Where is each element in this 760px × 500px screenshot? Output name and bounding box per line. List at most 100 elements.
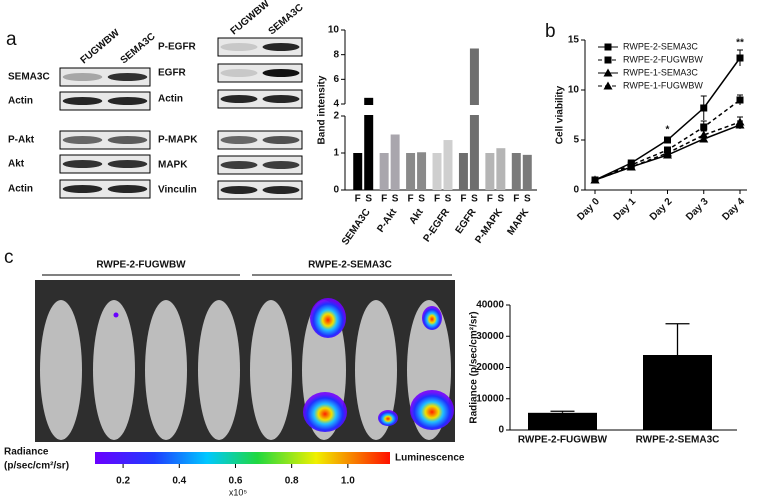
signal — [378, 410, 398, 426]
signal — [422, 306, 442, 330]
point — [604, 56, 612, 64]
annotation: ** — [736, 38, 744, 49]
blot-band — [262, 43, 300, 51]
bar — [528, 412, 597, 430]
point — [663, 148, 672, 157]
x-tick-label: Day 0 — [575, 196, 602, 223]
blot-band — [262, 136, 300, 144]
series-label: S — [498, 194, 505, 205]
signal — [113, 312, 119, 318]
blot — [59, 91, 151, 111]
blot — [59, 67, 151, 87]
legend-label: RWPE-1-FUGWBW — [623, 80, 703, 90]
point — [700, 104, 708, 112]
annotation: * — [666, 125, 670, 136]
colorbar-title: (p/sec/cm²/sr) — [4, 461, 69, 472]
blot-band — [220, 136, 258, 144]
point — [603, 81, 613, 90]
bar — [469, 48, 479, 190]
series-label: S — [524, 194, 531, 205]
blot-label: Actin — [158, 94, 183, 105]
x-tick-label: RWPE-2-SEMA3C — [636, 435, 720, 446]
colorbar-end-label: Luminescence — [395, 453, 465, 464]
series-label: F — [513, 194, 519, 205]
bar — [417, 152, 427, 190]
mouse — [198, 300, 240, 440]
signal — [303, 392, 347, 432]
y-tick-label: 6 — [333, 74, 339, 85]
x-tick-label: P-EGFR — [421, 206, 452, 244]
blot-band — [220, 95, 258, 103]
blot-band — [262, 186, 300, 194]
point — [590, 175, 600, 184]
y-tick-label: 30000 — [476, 331, 504, 342]
group-label: RWPE-2-SEMA3C — [308, 260, 392, 271]
y-tick-label: 0 — [498, 425, 504, 436]
x-tick-label: EGFR — [454, 206, 479, 236]
signal — [310, 298, 346, 338]
bar — [485, 153, 495, 190]
point — [699, 130, 709, 139]
x-tick-label: MAPK — [506, 206, 532, 237]
x-tick-label: P-MAPK — [473, 206, 505, 245]
x-tick-label: Day 3 — [684, 196, 711, 223]
blot-band — [62, 97, 103, 105]
bar — [458, 153, 468, 190]
point — [604, 43, 612, 51]
y-tick-label: 4 — [333, 99, 339, 110]
bar — [432, 153, 442, 190]
blot-band — [107, 73, 148, 81]
legend-label: RWPE-1-SEMA3C — [623, 67, 698, 77]
bar — [379, 153, 389, 190]
y-tick-label: 10 — [328, 25, 340, 36]
blot-label: P-Akt — [8, 135, 35, 146]
bar — [511, 153, 521, 190]
y-tick-label: 1 — [333, 148, 339, 159]
blot-label: SEMA3C — [8, 72, 50, 83]
y-tick-label: 20000 — [476, 362, 504, 373]
colorbar-tick-label: 0.6 — [229, 476, 243, 487]
blot-label: Actin — [8, 184, 33, 195]
point — [626, 162, 636, 171]
blot-label: MAPK — [158, 160, 188, 171]
mouse — [355, 300, 397, 440]
colorbar-tick-label: 0.4 — [172, 476, 186, 487]
y-tick-label: 0 — [573, 185, 579, 196]
bar — [406, 153, 416, 190]
blot-band — [220, 161, 258, 169]
legend-label: RWPE-2-FUGWBW — [623, 54, 703, 64]
blot-label: EGFR — [158, 68, 187, 79]
blot-band — [107, 97, 148, 105]
colorbar-title: Radiance — [4, 447, 49, 458]
colorbar-tick-label: 1.0 — [341, 476, 355, 487]
colorbar-tick-label: 0.8 — [285, 476, 299, 487]
x-tick-label: P-Akt — [375, 206, 399, 234]
colorbar-multiplier: x10⁵ — [229, 487, 248, 497]
blot-band — [62, 160, 103, 168]
x-tick-label: SEMA3C — [340, 207, 373, 247]
x-tick-label: Day 4 — [720, 196, 747, 223]
y-tick-label: 10000 — [476, 393, 504, 404]
blot-column-label: SEMA3C — [267, 2, 306, 37]
y-axis-label: Band intensity — [317, 75, 328, 144]
series-label: S — [418, 194, 425, 205]
series-label: F — [434, 194, 440, 205]
blot-band — [262, 161, 300, 169]
y-axis-label: Radiance (p/sec/cm²/sr) — [469, 311, 480, 423]
series-label: F — [355, 194, 361, 205]
point — [700, 123, 708, 131]
blot-label: P-MAPK — [158, 135, 198, 146]
legend-label: RWPE-2-SEMA3C — [623, 41, 698, 51]
colorbar-tick-label: 0.2 — [116, 476, 130, 487]
mice — [40, 300, 451, 440]
blot-band — [62, 136, 103, 144]
y-tick-label: 10 — [568, 85, 580, 96]
blot — [59, 130, 151, 150]
bar — [496, 148, 506, 190]
blot-band — [107, 136, 148, 144]
bar — [522, 154, 532, 190]
blot-column-label: FUGWBW — [79, 27, 123, 66]
y-tick-label: 5 — [573, 135, 579, 146]
y-tick-label: 8 — [333, 49, 339, 60]
blot-label: Actin — [8, 96, 33, 107]
